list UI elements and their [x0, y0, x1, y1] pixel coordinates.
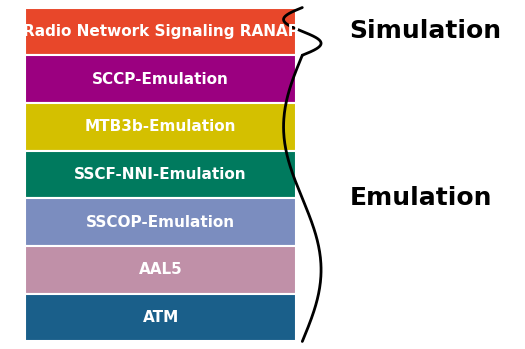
- Text: ATM: ATM: [142, 310, 178, 325]
- FancyBboxPatch shape: [25, 151, 297, 198]
- FancyBboxPatch shape: [25, 198, 297, 246]
- Text: Simulation: Simulation: [350, 20, 502, 43]
- FancyBboxPatch shape: [25, 294, 297, 341]
- Text: Radio Network Signaling RANAP: Radio Network Signaling RANAP: [23, 24, 299, 39]
- Text: SCCP-Emulation: SCCP-Emulation: [92, 72, 229, 87]
- FancyBboxPatch shape: [25, 103, 297, 151]
- FancyBboxPatch shape: [25, 8, 297, 55]
- Text: Emulation: Emulation: [350, 186, 492, 210]
- Text: SSCF-NNI-Emulation: SSCF-NNI-Emulation: [75, 167, 247, 182]
- FancyBboxPatch shape: [25, 55, 297, 103]
- FancyBboxPatch shape: [25, 246, 297, 294]
- Text: AAL5: AAL5: [139, 262, 183, 277]
- Text: MTB3b-Emulation: MTB3b-Emulation: [85, 119, 236, 134]
- Text: SSCOP-Emulation: SSCOP-Emulation: [86, 215, 235, 230]
